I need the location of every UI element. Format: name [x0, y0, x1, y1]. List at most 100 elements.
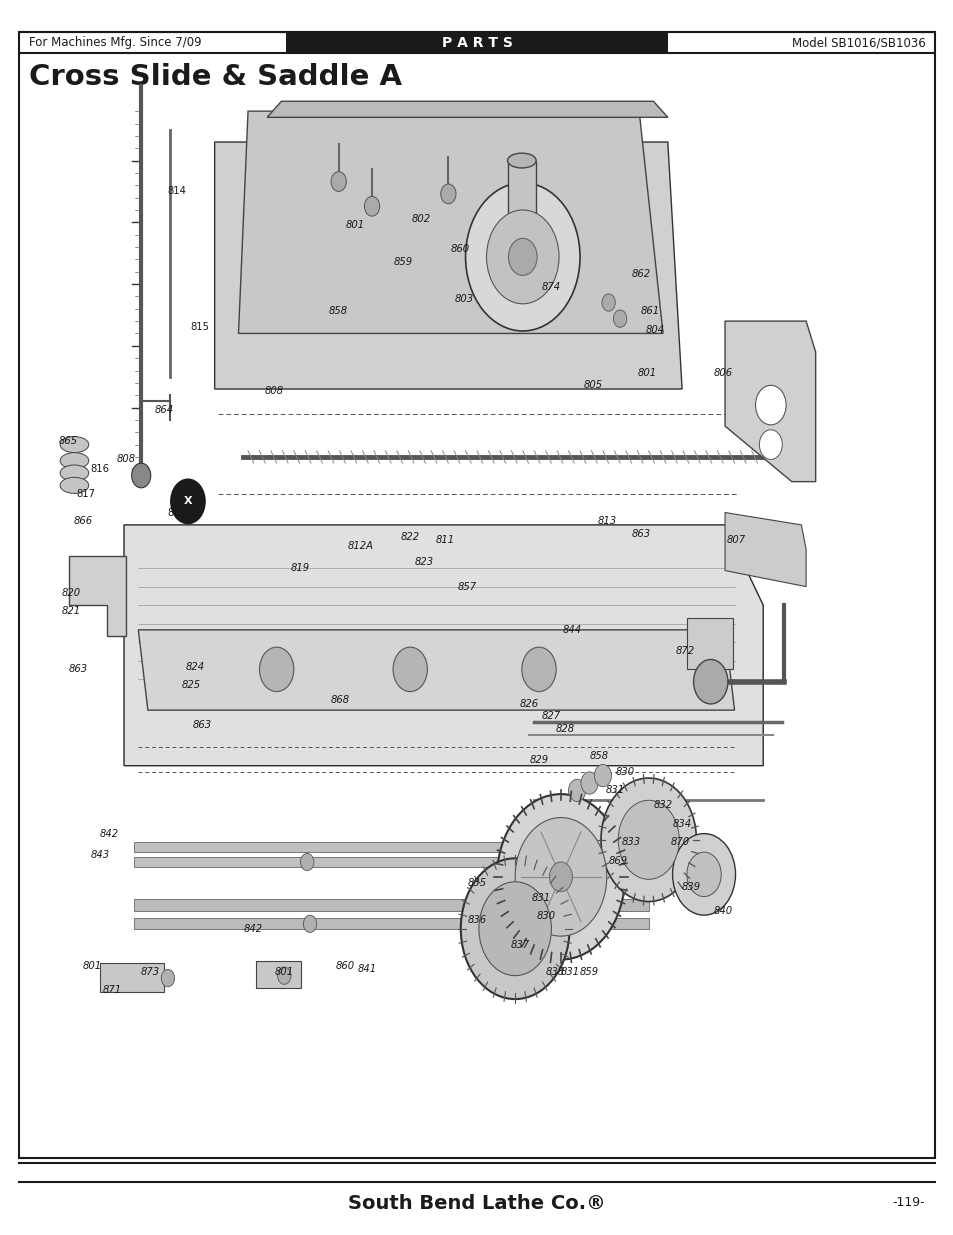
Text: 861: 861: [640, 306, 659, 316]
Ellipse shape: [507, 153, 536, 168]
Text: 811: 811: [436, 535, 455, 545]
Circle shape: [613, 310, 626, 327]
Text: 830: 830: [537, 911, 556, 921]
Circle shape: [549, 862, 572, 892]
Polygon shape: [100, 963, 164, 992]
Text: 841: 841: [357, 965, 376, 974]
Bar: [286, 32, 667, 53]
Circle shape: [460, 858, 569, 999]
Text: 806: 806: [713, 368, 732, 378]
Circle shape: [300, 853, 314, 871]
Circle shape: [478, 882, 551, 976]
Text: 831: 831: [531, 893, 550, 903]
Text: 838: 838: [545, 967, 564, 977]
Text: 834: 834: [672, 819, 691, 829]
Circle shape: [161, 969, 174, 987]
Text: 815: 815: [191, 322, 210, 332]
Text: 818: 818: [167, 508, 186, 517]
Circle shape: [497, 794, 624, 960]
Text: 865: 865: [59, 436, 78, 446]
Circle shape: [515, 818, 606, 936]
Text: 823: 823: [415, 557, 434, 567]
Text: 858: 858: [589, 751, 608, 761]
Text: 839: 839: [681, 882, 700, 892]
Text: 817: 817: [76, 489, 95, 499]
Circle shape: [171, 479, 205, 524]
Circle shape: [594, 764, 611, 787]
Text: 871: 871: [103, 986, 122, 995]
Text: 804: 804: [645, 325, 664, 335]
Text: 825: 825: [181, 680, 200, 690]
Circle shape: [277, 967, 291, 984]
Circle shape: [521, 647, 556, 692]
Text: 862: 862: [631, 269, 650, 279]
Polygon shape: [255, 961, 300, 988]
Text: 807: 807: [726, 535, 745, 545]
Text: 832: 832: [653, 800, 672, 810]
Text: 819: 819: [291, 563, 310, 573]
Bar: [507, 161, 536, 253]
Text: 813: 813: [598, 516, 617, 526]
Text: 801: 801: [345, 220, 364, 230]
Text: 844: 844: [562, 625, 581, 635]
Circle shape: [440, 184, 456, 204]
Ellipse shape: [60, 464, 89, 482]
Text: 859: 859: [394, 257, 413, 267]
Text: 842: 842: [243, 924, 262, 934]
Text: South Bend Lathe Co.®: South Bend Lathe Co.®: [348, 1193, 605, 1213]
Text: 866: 866: [73, 516, 92, 526]
Circle shape: [600, 778, 696, 902]
Text: -119-: -119-: [892, 1197, 924, 1209]
Circle shape: [331, 172, 346, 191]
Text: 842: 842: [100, 829, 119, 839]
Polygon shape: [124, 525, 762, 766]
Circle shape: [508, 238, 537, 275]
Ellipse shape: [60, 452, 89, 469]
Text: 870: 870: [670, 837, 689, 847]
Ellipse shape: [60, 437, 89, 453]
Text: 863: 863: [631, 529, 650, 538]
Text: 859: 859: [579, 967, 598, 977]
Polygon shape: [133, 842, 591, 852]
Text: 874: 874: [541, 282, 560, 291]
Circle shape: [303, 915, 316, 932]
Polygon shape: [267, 101, 667, 117]
Circle shape: [465, 183, 579, 331]
Text: 808: 808: [116, 454, 135, 464]
Text: 869: 869: [608, 856, 627, 866]
Text: 805: 805: [583, 380, 602, 390]
Text: 801: 801: [274, 967, 294, 977]
Text: 827: 827: [541, 711, 560, 721]
Text: 840: 840: [713, 906, 732, 916]
Text: 831: 831: [605, 785, 624, 795]
Polygon shape: [133, 899, 648, 911]
Circle shape: [672, 834, 735, 915]
Circle shape: [759, 430, 781, 459]
Text: 843: 843: [91, 850, 110, 860]
Text: 828: 828: [555, 724, 574, 734]
Text: 824: 824: [186, 662, 205, 672]
Text: 814: 814: [167, 186, 186, 196]
Text: 802: 802: [412, 214, 431, 224]
Circle shape: [580, 772, 598, 794]
Text: For Machines Mfg. Since 7/09: For Machines Mfg. Since 7/09: [29, 36, 201, 49]
Ellipse shape: [60, 478, 89, 494]
Circle shape: [486, 210, 558, 304]
Text: 863: 863: [69, 664, 88, 674]
Circle shape: [364, 196, 379, 216]
Text: 831: 831: [560, 967, 579, 977]
Text: 826: 826: [519, 699, 538, 709]
Circle shape: [601, 294, 615, 311]
Text: 803: 803: [455, 294, 474, 304]
Text: 836: 836: [467, 915, 486, 925]
Polygon shape: [133, 918, 648, 929]
Text: X: X: [183, 496, 193, 506]
Circle shape: [693, 659, 727, 704]
Text: 868: 868: [331, 695, 350, 705]
Text: 858: 858: [329, 306, 348, 316]
Polygon shape: [724, 513, 805, 587]
Polygon shape: [686, 618, 732, 669]
Text: 816: 816: [91, 464, 110, 474]
Polygon shape: [238, 111, 662, 333]
Polygon shape: [133, 857, 591, 867]
